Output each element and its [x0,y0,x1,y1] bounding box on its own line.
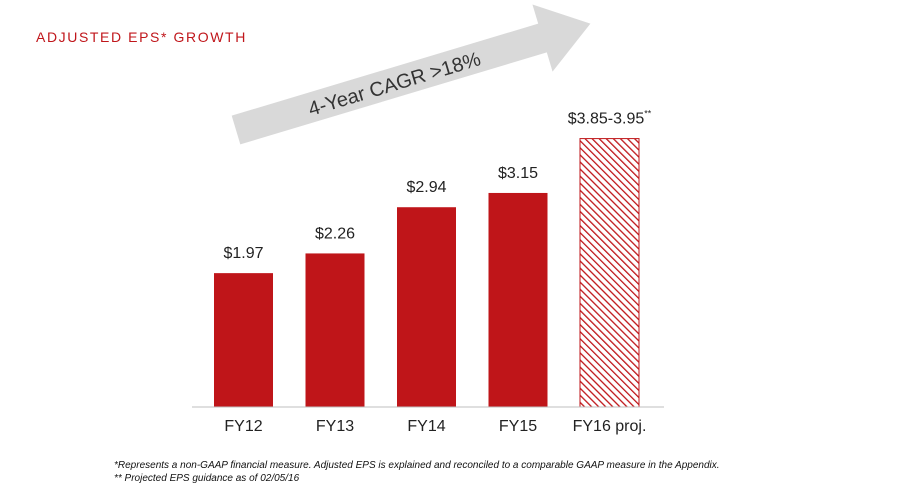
x-tick-label-fy14: FY14 [407,418,445,435]
footnotes: *Represents a non-GAAP financial measure… [114,459,720,485]
data-label-fy13: $2.26 [315,225,355,242]
cagr-arrow: 4-Year CAGR >18% [231,4,591,145]
cagr-annotation: 4-Year CAGR >18% [306,48,484,121]
data-label-fy14: $2.94 [406,179,446,196]
x-tick-label-fy12: FY12 [224,418,262,435]
x-tick-labels-layer: FY12 FY13 FY14 FY15 FY16 proj. [224,418,646,435]
data-label-fy16-proj: $3.85-3.95** [568,109,652,128]
bars-layer [214,138,640,408]
bar-fy13 [305,253,365,407]
footnote-projected-guidance: ** Projected EPS guidance as of 02/05/16 [114,473,300,484]
x-tick-label-fy16-proj: FY16 proj. [573,418,647,435]
data-labels-layer: $1.97 $2.26 $2.94 $3.15 $3.85-3.95** [223,109,651,263]
x-tick-label-fy15: FY15 [499,418,537,435]
data-label-fy12: $1.97 [223,245,263,262]
bar-fy16-proj [579,138,640,408]
x-tick-label-fy13: FY13 [316,418,354,435]
bar-fy12 [214,273,273,407]
cagr-arrow-shape [231,4,591,145]
bar-fy14 [397,207,456,407]
bar-fy15 [488,192,548,407]
data-label-superscript: ** [644,109,652,119]
chart-title: ADJUSTED EPS* GROWTH [36,29,247,45]
data-label-fy15: $3.15 [498,165,538,182]
footnote-non-gaap: *Represents a non-GAAP financial measure… [114,460,720,471]
